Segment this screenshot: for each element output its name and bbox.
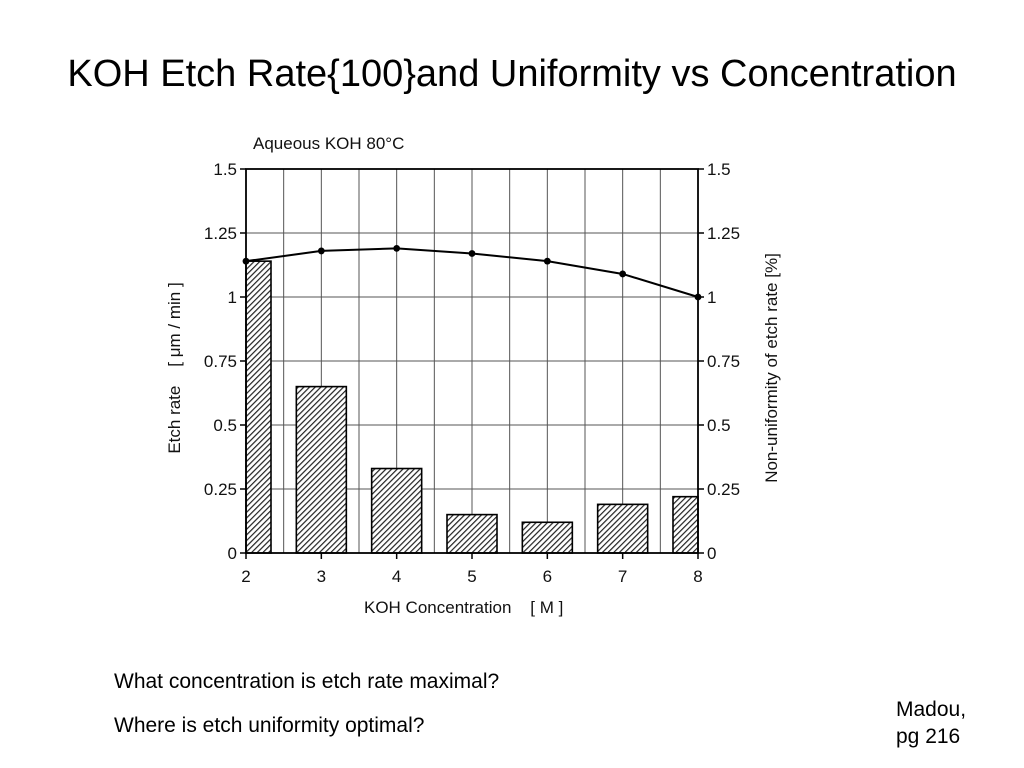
non-uniformity-point-4M <box>393 244 401 252</box>
y-axis-label-left: Etch rate [ μm / min ] <box>165 282 184 453</box>
question-etch-rate: What concentration is etch rate maximal? <box>114 670 500 693</box>
bar-etch-rate-6M <box>521 521 574 554</box>
x-tick-label: 4 <box>392 567 401 586</box>
y-right-tick-label: 0.25 <box>707 480 740 499</box>
question-uniformity: Where is etch uniformity optimal? <box>114 714 425 737</box>
citation: Madou, pg 216 <box>896 696 966 750</box>
y-left-tick-label: 1 <box>228 288 237 307</box>
y-left-tick-label: 0.25 <box>204 480 237 499</box>
bar-etch-rate-2M <box>245 260 272 554</box>
citation-page: pg 216 <box>896 725 961 748</box>
non-uniformity-point-2M <box>242 257 250 265</box>
non-uniformity-point-3M <box>317 247 325 255</box>
chart-title: Aqueous KOH 80°C <box>253 134 404 153</box>
citation-author: Madou, <box>896 698 967 721</box>
bar-etch-rate-5M <box>446 513 498 554</box>
y-left-tick-label: 0 <box>228 544 237 563</box>
y-right-tick-label: 0.5 <box>707 416 731 435</box>
y-right-tick-label: 1 <box>707 288 716 307</box>
slide-title: KOH Etch Rate{100}and Uniformity vs Conc… <box>67 53 957 95</box>
non-uniformity-point-5M <box>468 250 476 257</box>
y-right-tick-label: 1.5 <box>707 160 731 179</box>
y-axis-label-right: Non-uniformity of etch rate [%] <box>762 253 781 483</box>
y-left-tick-label: 1.5 <box>213 160 237 179</box>
non-uniformity-point-7M <box>619 270 627 278</box>
x-tick-label: 5 <box>467 567 476 586</box>
bar-etch-rate-7M <box>596 503 649 554</box>
x-axis-label: KOH Concentration [ M ] <box>364 598 563 617</box>
x-tick-label: 8 <box>693 567 702 586</box>
y-right-tick-label: 1.25 <box>707 224 740 243</box>
non-uniformity-point-6M <box>543 257 551 265</box>
bar-etch-rate-3M <box>295 385 348 554</box>
bar-etch-rate-4M <box>370 467 423 554</box>
y-right-tick-label: 0 <box>707 544 716 563</box>
x-tick-label: 3 <box>317 567 326 586</box>
x-tick-label: 6 <box>543 567 552 586</box>
y-left-tick-label: 0.75 <box>204 352 237 371</box>
x-tick-label: 2 <box>241 567 250 586</box>
bar-etch-rate-8M <box>672 495 699 554</box>
y-left-tick-label: 1.25 <box>204 224 237 243</box>
y-left-tick-label: 0.5 <box>213 416 237 435</box>
x-tick-label: 7 <box>618 567 627 586</box>
y-right-tick-label: 0.75 <box>707 352 740 371</box>
